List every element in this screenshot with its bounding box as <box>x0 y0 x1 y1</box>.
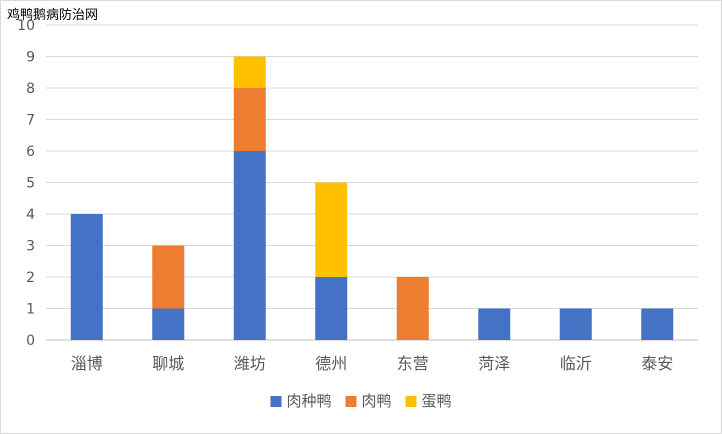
y-tick-label: 10 <box>17 18 35 34</box>
legend-swatch-3 <box>405 396 417 407</box>
y-tick-label: 3 <box>26 239 35 255</box>
bar-segment-2 <box>233 88 266 151</box>
bar-segment-1 <box>233 151 266 340</box>
y-tick-label: 5 <box>26 176 35 192</box>
chart-title: 鸡鸭鹅病防治网 <box>7 8 99 23</box>
bar-segment-1 <box>641 308 674 340</box>
x-tick-label: 淄博 <box>71 354 103 373</box>
x-tick-label: 潍坊 <box>234 354 266 373</box>
bar-segment-2 <box>396 277 429 340</box>
y-tick-label: 7 <box>26 113 35 129</box>
bar-segment-1 <box>478 308 511 340</box>
y-tick-label: 9 <box>26 50 35 66</box>
legend-swatch-2 <box>345 396 357 407</box>
y-tick-label: 4 <box>26 207 35 223</box>
y-tick-label: 1 <box>26 302 35 318</box>
x-tick-label: 聊城 <box>152 354 184 373</box>
bar-segment-1 <box>559 308 592 340</box>
legend-label: 肉鸭 <box>362 392 392 410</box>
x-tick-label: 泰安 <box>641 354 673 373</box>
y-tick-label: 8 <box>26 81 35 97</box>
y-tick-label: 6 <box>26 144 35 160</box>
legend-label: 肉种鸭 <box>287 392 332 410</box>
x-tick-label: 东营 <box>397 354 429 373</box>
x-tick-label: 德州 <box>315 354 347 373</box>
bar-segment-2 <box>152 245 185 309</box>
y-tick-label: 2 <box>26 270 35 286</box>
bar-segment-1 <box>152 308 185 340</box>
bar-segment-3 <box>315 182 348 277</box>
bar-segment-3 <box>233 56 266 88</box>
legend-swatch-1 <box>270 396 282 407</box>
x-tick-label: 菏泽 <box>478 354 510 373</box>
y-tick-label: 0 <box>26 333 35 349</box>
bar-segment-1 <box>70 214 103 340</box>
bar-segment-1 <box>315 277 348 340</box>
x-tick-label: 临沂 <box>560 354 592 373</box>
legend-label: 蛋鸭 <box>422 392 452 410</box>
